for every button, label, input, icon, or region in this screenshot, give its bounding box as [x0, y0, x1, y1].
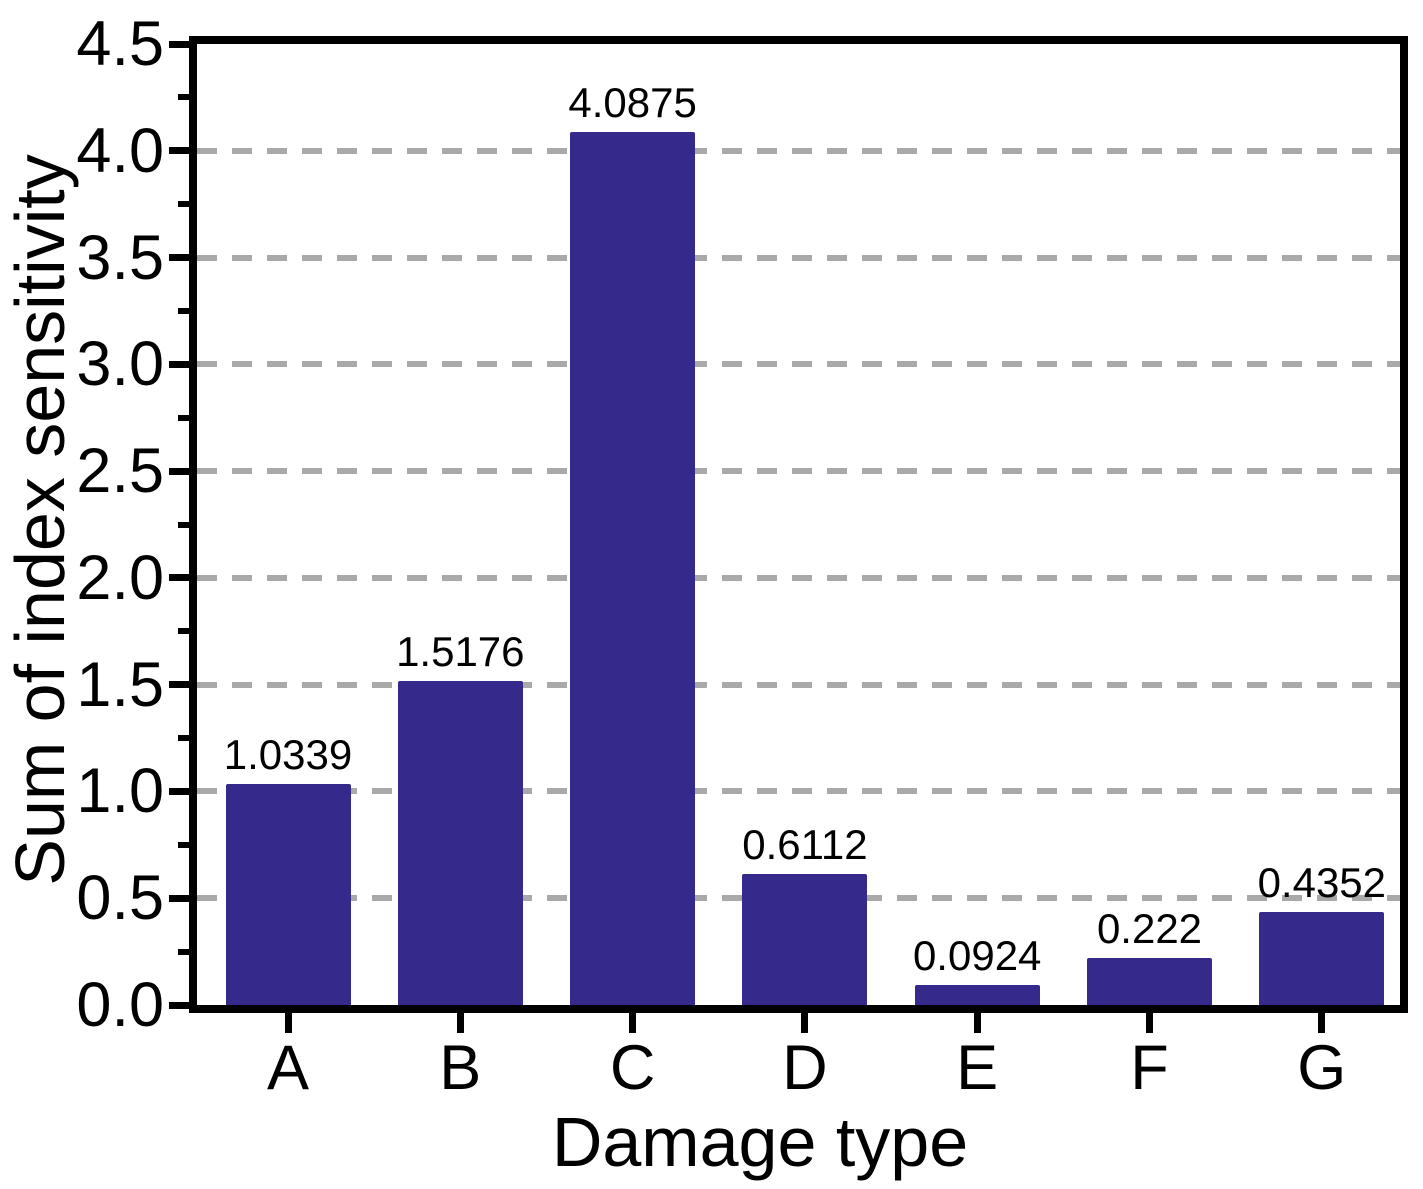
x-tick-label: E [956, 1033, 999, 1103]
x-tick [1146, 1013, 1153, 1033]
x-tick [1318, 1013, 1326, 1033]
y-tick [169, 467, 189, 475]
x-tick-label: B [439, 1033, 482, 1103]
y-minor-tick [178, 948, 189, 955]
bar-value-label: 4.0875 [568, 79, 697, 127]
y-minor-tick [178, 94, 189, 101]
x-tick-label: G [1297, 1033, 1347, 1103]
x-tick-label: F [1130, 1033, 1169, 1103]
bar-value-label: 1.0339 [223, 731, 353, 779]
y-tick [169, 360, 189, 368]
y-minor-tick [178, 628, 189, 635]
y-tick-label: 4.5 [76, 9, 164, 79]
y-minor-tick [178, 735, 189, 742]
bar-value-label: 0.0924 [912, 932, 1042, 980]
bar [225, 784, 351, 1005]
bar [1087, 957, 1212, 1005]
gridline [197, 681, 1400, 688]
gridline [197, 468, 1400, 475]
x-tick [801, 1013, 809, 1033]
bar [914, 985, 1040, 1005]
gridline [197, 788, 1400, 795]
gridline [197, 361, 1400, 368]
bar-value-label: 0.4352 [1257, 859, 1387, 907]
y-minor-tick [178, 201, 189, 208]
y-tick [169, 254, 189, 262]
plot-frame: 1.0339 1.5176 4.0875 0.6112 0.0924 0.222 0.435… [189, 36, 1408, 1013]
y-tick [169, 1001, 189, 1009]
y-minor-tick [178, 521, 189, 528]
y-tick [169, 40, 189, 48]
y-tick-label: 2.0 [76, 542, 164, 613]
x-tick [629, 1013, 637, 1033]
y-tick [169, 894, 189, 902]
y-minor-tick [178, 841, 189, 848]
plot-area: 1.0339 1.5176 4.0875 0.6112 0.0924 0.222 0.435… [197, 44, 1400, 1005]
y-tick [169, 681, 189, 689]
y-minor-tick [178, 414, 189, 421]
x-tick-label: D [782, 1033, 828, 1103]
bar-value-label: 0.222 [1096, 904, 1203, 952]
y-tick [169, 147, 189, 155]
y-tick-label: 3.5 [76, 222, 164, 293]
bar [1259, 912, 1385, 1005]
y-tick-label: 2.5 [76, 436, 164, 507]
y-tick-label: 4.0 [76, 115, 164, 186]
x-tick [456, 1013, 464, 1033]
x-tick-label: C [609, 1033, 656, 1103]
bar [570, 132, 696, 1005]
x-tick [973, 1013, 981, 1033]
bar [397, 680, 523, 1005]
gridline [197, 574, 1400, 581]
y-tick-label: 3.0 [76, 329, 164, 400]
bar [742, 874, 868, 1005]
y-tick-label: 0.5 [76, 863, 164, 934]
y-tick-label: 1.0 [76, 756, 164, 827]
y-minor-tick [178, 307, 189, 314]
x-tick-label: A [266, 1033, 310, 1103]
x-axis-title: Damage type [551, 1103, 969, 1181]
y-tick-label: 1.5 [76, 649, 164, 720]
bar-value-label: 1.5176 [396, 627, 525, 675]
y-tick-label: 0.0 [76, 970, 164, 1040]
x-tick [284, 1013, 292, 1033]
y-tick [169, 787, 189, 795]
gridline [197, 147, 1400, 154]
y-tick [169, 574, 189, 582]
gridline [197, 254, 1400, 261]
bar-value-label: 0.6112 [742, 821, 868, 869]
